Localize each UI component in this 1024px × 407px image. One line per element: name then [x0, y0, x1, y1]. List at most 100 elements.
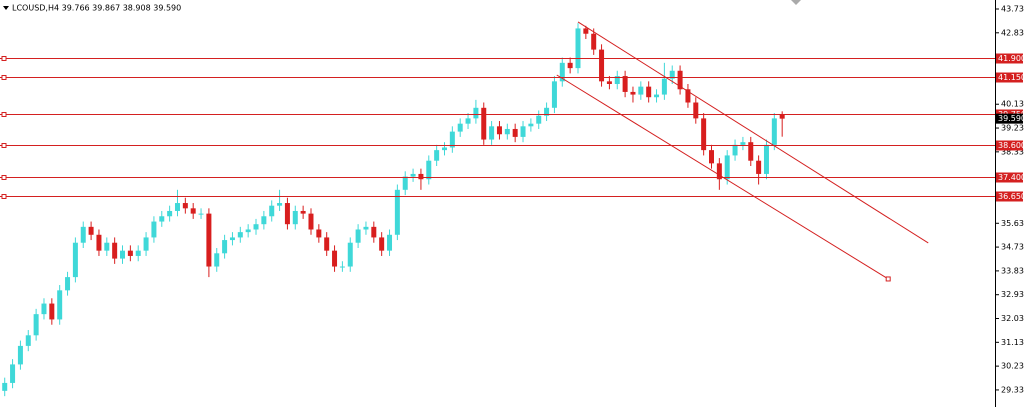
level-anchor	[1, 175, 7, 180]
candle-body	[49, 303, 55, 320]
candle-body	[104, 242, 110, 251]
candle-body	[693, 102, 699, 119]
candle-body	[434, 150, 440, 161]
y-tick-label: 35.635	[1001, 219, 1024, 228]
candle-body	[449, 131, 455, 148]
trend-line	[556, 74, 889, 280]
candle-body	[520, 126, 526, 137]
level-label: 36.650	[998, 192, 1024, 201]
y-tick-label: 38.335	[1001, 147, 1024, 156]
candle-body	[284, 203, 290, 225]
candle-body	[669, 70, 675, 79]
candle-body	[332, 250, 338, 267]
candle-body	[33, 314, 39, 336]
level-label: 41.150	[998, 73, 1024, 82]
candle-body	[308, 213, 314, 230]
candle-body	[206, 213, 212, 267]
level-label: 38.600	[998, 141, 1024, 150]
y-tick-label: 29.335	[1001, 385, 1024, 394]
candle-body	[496, 126, 502, 135]
candle-body	[80, 226, 86, 243]
y-tick-label: 34.735	[1001, 243, 1024, 252]
candle-body	[363, 226, 369, 230]
level-label-bg	[996, 191, 1023, 202]
candle-body	[300, 210, 306, 214]
candle-body	[536, 115, 542, 124]
candle-body	[167, 210, 173, 217]
candle-body	[10, 364, 16, 383]
candle-body	[646, 86, 652, 98]
candle-body	[512, 128, 518, 137]
candle-body	[253, 224, 259, 230]
candle-body	[685, 89, 691, 103]
candle-body	[237, 232, 243, 238]
candle-body	[654, 94, 660, 98]
candle-body	[2, 382, 8, 391]
candle-body	[65, 277, 71, 291]
candle-body	[88, 226, 94, 235]
candle-body	[771, 118, 777, 145]
y-tick-label: 32.035	[1001, 314, 1024, 323]
candle-body	[387, 234, 393, 251]
y-tick-label: 30.235	[1001, 362, 1024, 371]
candle-body	[96, 234, 102, 251]
menu-arrow	[3, 6, 9, 10]
level-anchor	[1, 194, 7, 199]
level-anchor	[1, 75, 7, 80]
candle-body	[677, 70, 683, 90]
level-anchor	[1, 143, 7, 148]
level-label-bg	[996, 172, 1023, 183]
candle-body	[661, 78, 667, 95]
candle-body	[716, 163, 722, 180]
y-tick-label: 43.735	[1001, 4, 1024, 13]
candle-body	[261, 216, 267, 225]
y-tick-label: 39.235	[1001, 124, 1024, 133]
candle-body	[402, 176, 408, 190]
level-anchor	[1, 112, 7, 117]
candle-body	[214, 253, 220, 267]
candle-body	[245, 229, 251, 233]
current-price-bg	[996, 113, 1023, 124]
candle-body	[151, 221, 157, 238]
trend-line	[577, 21, 929, 244]
candle-body	[182, 203, 188, 209]
candle-body	[316, 229, 322, 238]
candle-body	[567, 62, 573, 69]
candle-body	[355, 229, 361, 243]
candle-body	[347, 242, 353, 267]
candle-body	[174, 203, 180, 211]
y-tick-label: 40.135	[1001, 100, 1024, 109]
candle-body	[269, 205, 275, 217]
level-label-bg	[996, 53, 1023, 64]
candle-body	[779, 113, 785, 119]
candle-body	[473, 107, 479, 119]
candle-body	[575, 28, 581, 69]
candle-body	[371, 226, 377, 238]
y-tick-label: 42.835	[1001, 28, 1024, 37]
candle-body	[489, 126, 495, 140]
candle-body	[740, 142, 746, 145]
candle-body	[292, 210, 298, 225]
candle-body	[57, 290, 63, 320]
level-label: 37.400	[998, 173, 1024, 182]
candle-body	[339, 266, 345, 268]
y-tick-label: 33.835	[1001, 266, 1024, 275]
candle-body	[135, 250, 141, 256]
candle-body	[724, 155, 730, 180]
candle-body	[591, 33, 597, 50]
candle-body	[599, 49, 605, 82]
candle-body	[394, 189, 400, 235]
level-anchor	[1, 56, 7, 61]
candle-body	[277, 203, 283, 206]
candle-body	[426, 160, 432, 180]
candle-body	[630, 91, 636, 95]
chart-title: LCOUSD,H4 39.766 39.867 38.908 39.590	[12, 4, 181, 13]
candle-body	[504, 128, 510, 135]
current-price-label: 39.590	[998, 114, 1024, 123]
candle-body	[622, 76, 628, 92]
candle-body	[457, 123, 463, 132]
candle-body	[701, 118, 707, 151]
candle-body	[25, 335, 31, 346]
candle-body	[528, 123, 534, 127]
candle-body	[708, 150, 714, 164]
